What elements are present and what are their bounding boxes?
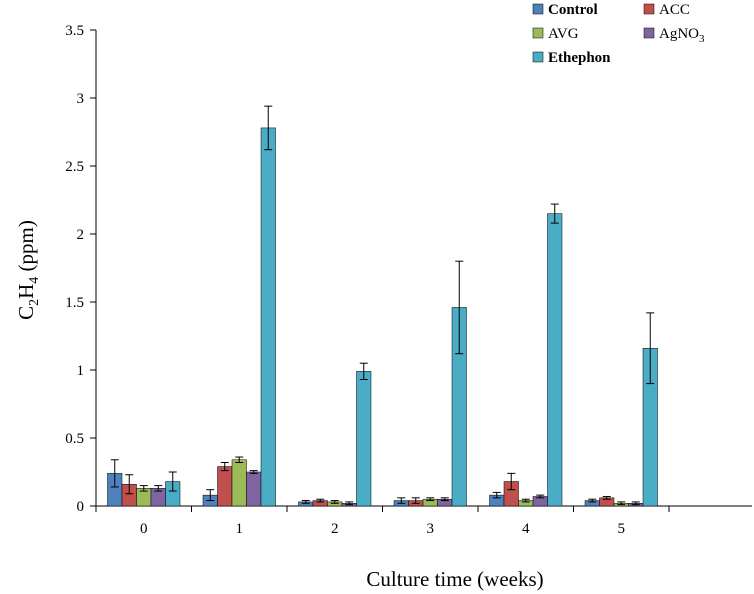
bar-ethephon [260,127,276,507]
y-tick-label: 0.5 [65,431,84,447]
legend-label-text: AgNO [659,26,699,42]
y-axis-title-base: C [14,306,38,320]
legend-label-text: AVG [548,26,579,42]
legend-label: Ethephon [548,50,611,66]
svg-text:C2H4 (ppm): C2H4 (ppm) [14,220,42,320]
legend-item-acc: ACC [643,2,690,18]
bar-ethephon [547,213,563,507]
x-tick-label: 0 [140,521,148,537]
legend-item-agno: AgNO3 [643,26,705,45]
y-axis-title-unit: (ppm) [14,220,38,277]
y-axis-title-sub2: 4 [27,277,42,284]
y-tick-label: 0 [77,499,85,515]
legend-label-text: ACC [659,2,690,18]
legend-label: ACC [659,2,690,18]
y-axis-title-sub1: 2 [27,299,42,306]
legend-label-subscript: 3 [699,33,705,45]
legend-swatch [532,51,544,63]
legend-label: Control [548,2,598,18]
legend-label-text: Ethephon [548,50,611,66]
legend-label: AVG [548,26,579,42]
legend-swatch [643,3,655,15]
y-tick-label: 2.5 [65,159,84,175]
legend: Control ACC AVG AgNO3 Ethephon [532,2,705,66]
legend-item-ethephon: Ethephon [532,50,611,66]
bar-acc [217,466,233,507]
x-tick-label: 1 [236,521,244,537]
bar-agno [246,471,262,507]
y-axis-title: C2H4 (ppm) [14,220,42,320]
plot-area: 0 0.5 1 1.5 2 2.5 3 3.5 0 1 2 3 4 5 [65,23,752,537]
legend-swatch [643,27,655,39]
y-axis-title-mid: H [14,284,38,299]
x-axis-title: Culture time (weeks) [366,567,543,591]
legend-label-text: Control [548,2,598,18]
x-tick-label: 4 [522,521,530,537]
legend-item-control: Control [532,2,598,18]
y-tick-label: 1 [77,363,85,379]
x-tick-label: 3 [427,521,435,537]
bar-ethephon [356,371,372,507]
y-tick-label: 3.5 [65,23,84,39]
bar-avg [231,459,247,507]
legend-swatch [532,27,544,39]
legend-label: AgNO3 [659,26,705,45]
legend-swatch [532,3,544,15]
legend-item-avg: AVG [532,26,579,42]
y-tick-label: 2 [77,227,85,243]
x-tick-label: 5 [618,521,626,537]
x-tick-label: 2 [331,521,339,537]
y-tick-label: 3 [77,91,85,107]
y-tick-label: 1.5 [65,295,84,311]
